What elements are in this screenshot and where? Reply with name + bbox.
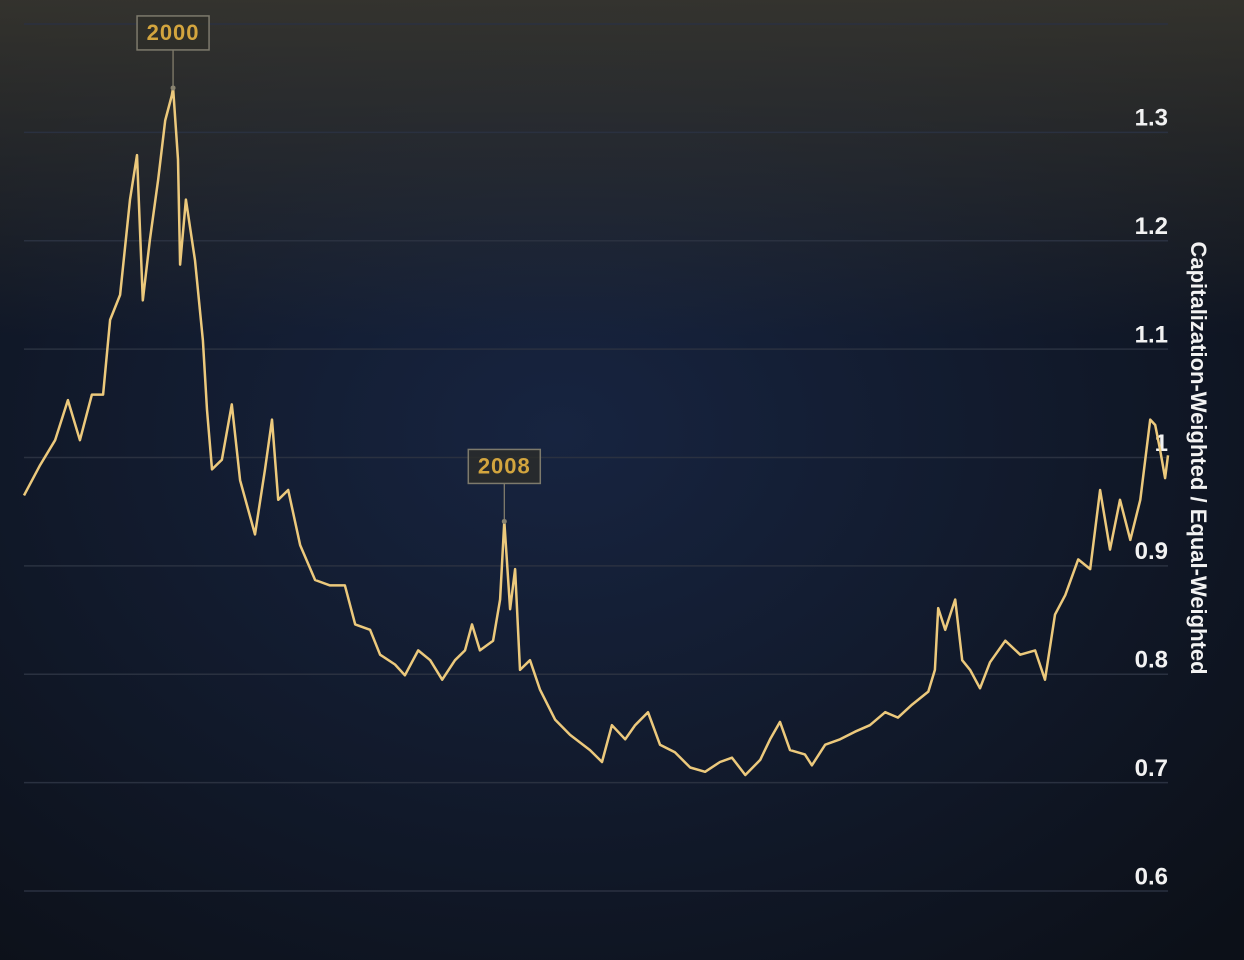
annotation-label: 2000 <box>147 20 200 45</box>
y-tick-label: 0.8 <box>1135 647 1168 674</box>
annotation-marker <box>501 518 507 524</box>
y-tick-label: 0.7 <box>1135 755 1168 782</box>
y-tick-label: 0.9 <box>1135 538 1168 565</box>
y-tick-label: 1.2 <box>1135 213 1168 240</box>
annotation-marker <box>170 85 176 91</box>
annotation-label: 2008 <box>478 453 531 478</box>
y-tick-label: 1.3 <box>1135 105 1168 132</box>
annotation-box <box>136 15 210 51</box>
annotation-box <box>467 448 542 485</box>
y-tick-label: 1.1 <box>1135 321 1168 348</box>
series-line <box>22 86 1170 777</box>
y-axis-title: Capitalization-Weighted / Equal-Weighted <box>1186 241 1211 674</box>
y-tick-label: 0.6 <box>1135 863 1168 890</box>
